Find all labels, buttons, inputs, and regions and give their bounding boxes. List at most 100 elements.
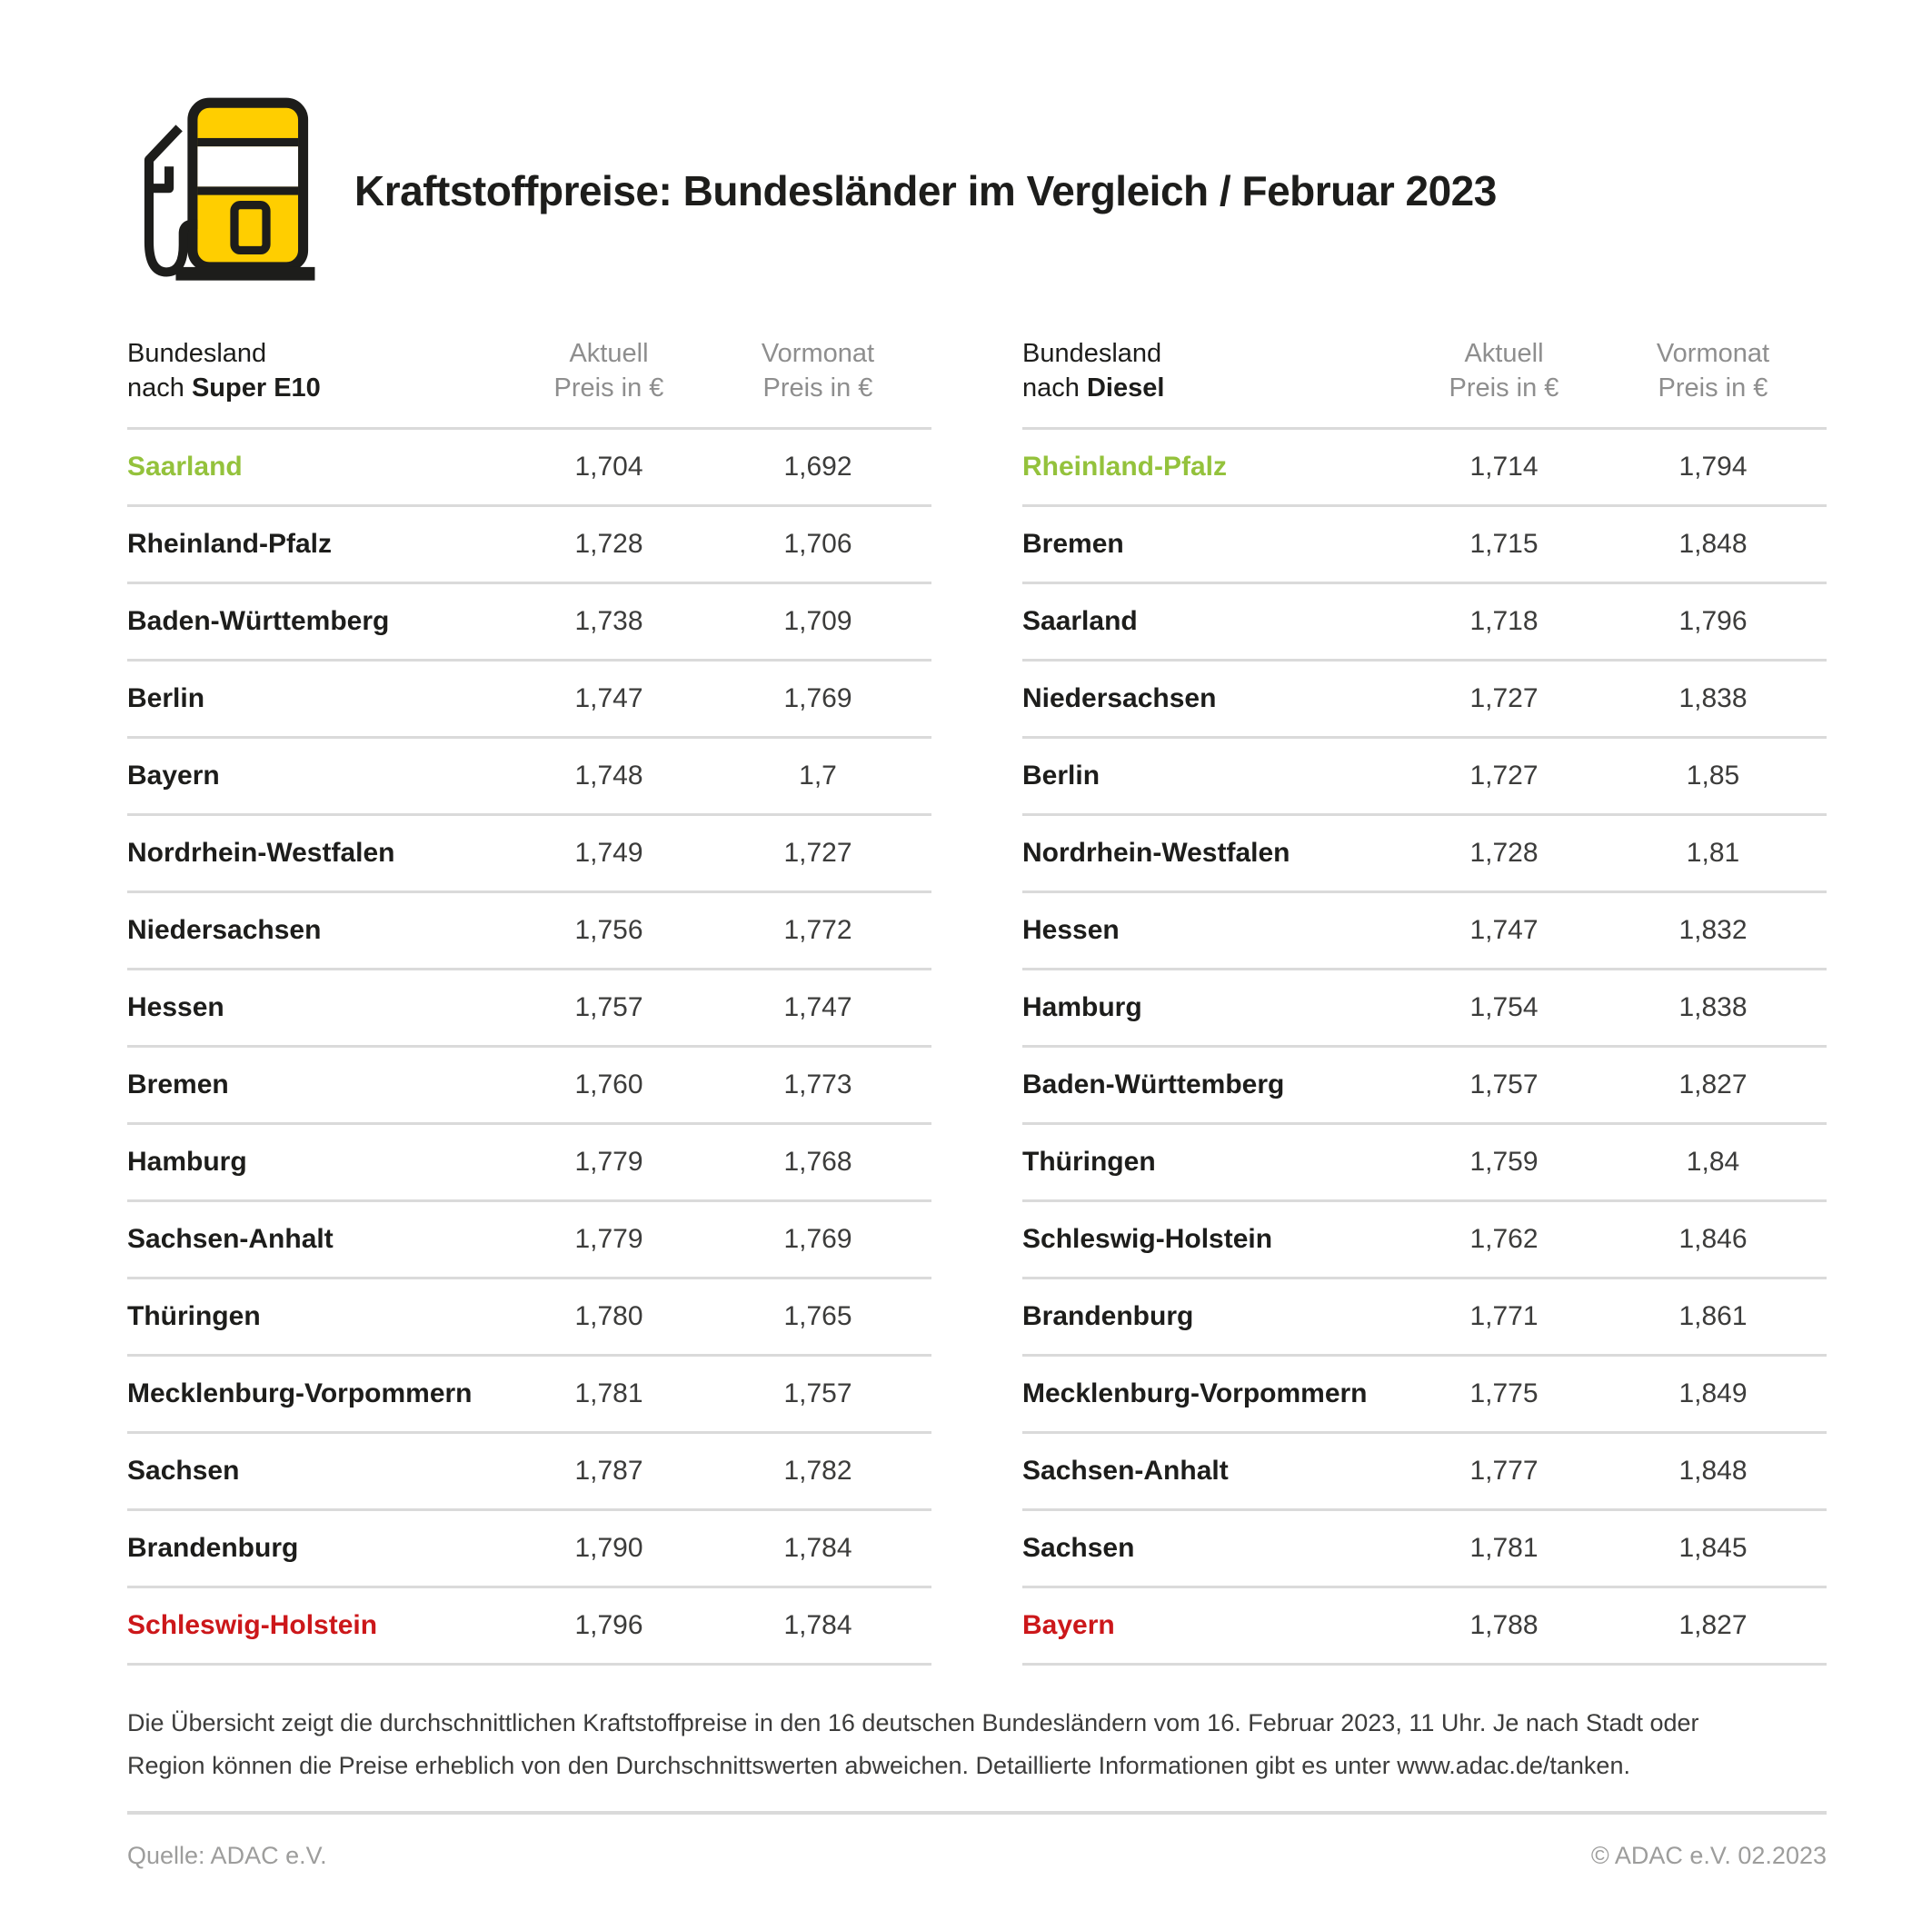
state-name: Nordrhein-Westfalen [1022,838,1290,868]
vormonat-price: 1,827 [1678,1610,1748,1640]
preis-in-euro-label: Preis in € [762,373,873,403]
table-row: Niedersachsen 1,756 1,772 [127,893,931,970]
aktuell-price: 1,749 [574,838,643,868]
fuel-name: Diesel [1086,373,1165,403]
table-row: Sachsen 1,787 1,782 [127,1434,931,1511]
aktuell-price: 1,775 [1469,1378,1539,1408]
aktuell-column-header: Aktuell Preis in € [1409,336,1599,405]
state-name: Nordrhein-Westfalen [127,838,395,868]
vormonat-price: 1,81 [1686,838,1740,868]
vormonat-price: 1,832 [1678,915,1748,945]
table-row: Hessen 1,757 1,747 [127,970,931,1048]
state-name: Berlin [1022,761,1100,791]
state-name: Brandenburg [127,1533,299,1563]
fuel-name: Super E10 [191,373,321,403]
aktuell-price: 1,781 [1469,1533,1539,1563]
table-row: Hamburg 1,779 1,768 [127,1125,931,1202]
bundesland-column-header: Bundesland nach Super E10 [127,336,513,405]
page-title: Kraftstoffpreise: Bundesländer im Vergle… [354,167,1497,214]
vormonat-price: 1,784 [783,1533,852,1563]
state-name: Rheinland-Pfalz [1022,452,1228,482]
diesel-table: Bundesland nach Diesel Aktuell Preis in … [1022,336,1827,1666]
table-row: Mecklenburg-Vorpommern 1,781 1,757 [127,1357,931,1434]
column-header-line1: Bundesland [1022,339,1162,368]
table-row: Sachsen 1,781 1,845 [1022,1511,1827,1588]
table-row: Bayern 1,788 1,827 [1022,1588,1827,1666]
state-name: Baden-Württemberg [127,606,390,636]
vormonat-price: 1,784 [783,1610,852,1640]
bundesland-column-header: Bundesland nach Diesel [1022,336,1409,405]
source-label: Quelle: ADAC e.V. [127,1842,327,1869]
state-name: Saarland [127,452,243,482]
header: Kraftstoffpreise: Bundesländer im Vergle… [127,95,1827,287]
state-name: Brandenburg [1022,1301,1194,1331]
preis-in-euro-label: Preis in € [1658,373,1768,403]
vormonat-price: 1,861 [1678,1301,1748,1331]
vormonat-price: 1,709 [783,606,852,636]
table-row: Hessen 1,747 1,832 [1022,893,1827,970]
fuel-pump-icon [144,97,315,281]
table-row: Schleswig-Holstein 1,796 1,784 [127,1588,931,1666]
vormonat-price: 1,846 [1678,1224,1748,1254]
preis-in-euro-label: Preis in € [1449,373,1559,403]
aktuell-price: 1,715 [1469,529,1539,559]
footer-divider [127,1811,1827,1815]
state-name: Mecklenburg-Vorpommern [1022,1378,1368,1408]
column-header-line1: Bundesland [127,339,267,368]
aktuell-price: 1,779 [574,1147,643,1177]
aktuell-price: 1,747 [574,683,643,713]
aktuell-price: 1,759 [1469,1147,1539,1177]
table-row: Bayern 1,748 1,7 [127,739,931,816]
state-name: Sachsen-Anhalt [127,1224,334,1254]
footer: Quelle: ADAC e.V. © ADAC e.V. 02.2023 [127,1815,1827,1870]
vormonat-price: 1,827 [1678,1069,1748,1099]
preis-in-euro-label: Preis in € [553,373,664,403]
vormonat-price: 1,849 [1678,1378,1748,1408]
vormonat-price: 1,845 [1678,1533,1748,1563]
vormonat-price: 1,848 [1678,1456,1748,1486]
table-row: Brandenburg 1,790 1,784 [127,1511,931,1588]
vormonat-price: 1,747 [783,992,852,1022]
vormonat-price: 1,692 [783,452,852,482]
vormonat-price: 1,768 [783,1147,852,1177]
aktuell-price: 1,757 [1469,1069,1539,1099]
aktuell-price: 1,788 [1469,1610,1539,1640]
vormonat-price: 1,85 [1686,761,1740,791]
vormonat-price: 1,838 [1678,683,1748,713]
state-name: Hessen [1022,915,1120,945]
vormonat-price: 1,727 [783,838,852,868]
aktuell-price: 1,790 [574,1533,643,1563]
table-row: Bremen 1,715 1,848 [1022,507,1827,584]
vormonat-column-header: Vormonat Preis in € [704,336,931,405]
table-row: Mecklenburg-Vorpommern 1,775 1,849 [1022,1357,1827,1434]
state-name: Hamburg [127,1147,247,1177]
vormonat-price: 1,769 [783,683,852,713]
vormonat-label: Vormonat [1656,339,1770,368]
super-e10-table-header: Bundesland nach Super E10 Aktuell Preis … [127,336,931,430]
aktuell-price: 1,796 [574,1610,643,1640]
vormonat-price: 1,769 [783,1224,852,1254]
table-row: Sachsen-Anhalt 1,779 1,769 [127,1202,931,1279]
state-name: Niedersachsen [1022,683,1217,713]
vormonat-price: 1,765 [783,1301,852,1331]
table-row: Sachsen-Anhalt 1,777 1,848 [1022,1434,1827,1511]
vormonat-price: 1,7 [799,761,837,791]
aktuell-price: 1,728 [1469,838,1539,868]
state-name: Hamburg [1022,992,1142,1022]
state-name: Thüringen [1022,1147,1156,1177]
aktuell-price: 1,738 [574,606,643,636]
state-name: Schleswig-Holstein [127,1610,378,1640]
table-row: Hamburg 1,754 1,838 [1022,970,1827,1048]
aktuell-price: 1,779 [574,1224,643,1254]
vormonat-price: 1,848 [1678,529,1748,559]
state-name: Niedersachsen [127,915,322,945]
vormonat-column-header: Vormonat Preis in € [1599,336,1827,405]
table-row: Niedersachsen 1,727 1,838 [1022,662,1827,739]
aktuell-price: 1,747 [1469,915,1539,945]
vormonat-label: Vormonat [761,339,875,368]
aktuell-price: 1,748 [574,761,643,791]
table-row: Rheinland-Pfalz 1,728 1,706 [127,507,931,584]
table-row: Nordrhein-Westfalen 1,749 1,727 [127,816,931,893]
state-name: Sachsen [127,1456,240,1486]
aktuell-label: Aktuell [569,339,649,368]
